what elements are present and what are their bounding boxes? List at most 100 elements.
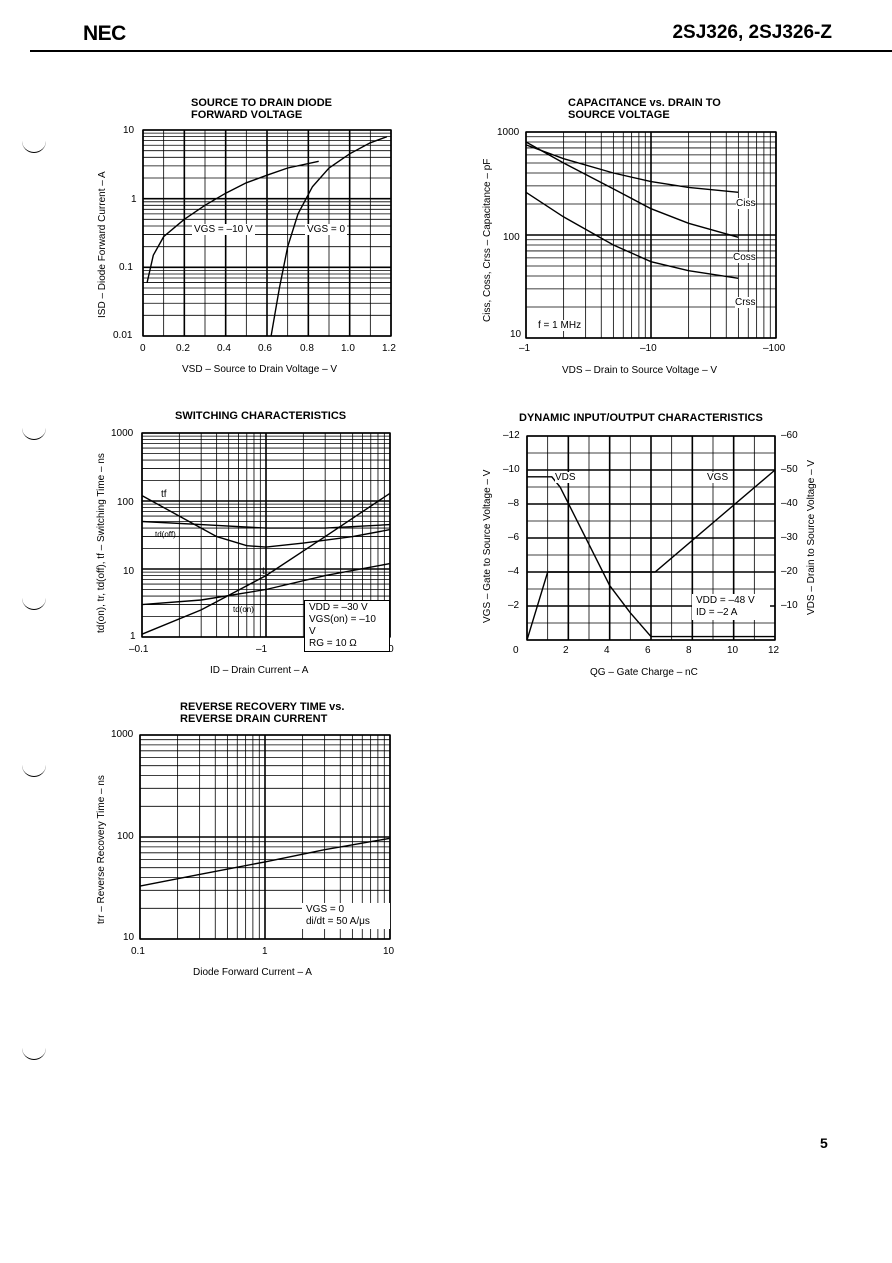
series-label: VDS [555,472,576,483]
chart-title: DYNAMIC INPUT/OUTPUT CHARACTERISTICS [519,412,763,424]
y-tick-label: 0.1 [119,262,133,273]
series-label: Coss [733,252,756,263]
y2-tick-label: –50 [781,464,798,475]
y-tick-label: 10 [123,932,135,943]
x-tick-label: 12 [768,645,780,656]
y-axis-label: td(on), tr, td(off), tf – Switching Time… [96,453,107,633]
y-tick-label: 10 [510,329,522,340]
punch-mark [22,1045,46,1060]
x-tick-label: 0.8 [300,343,314,354]
test-conditions-box: VDD = –30 V VGS(on) = –10 V RG = 10 Ω [304,600,390,652]
switching-chart [141,432,391,638]
x-tick-label: 0.6 [258,343,272,354]
x-tick-label: 1.0 [341,343,355,354]
y-tick-label: –12 [503,430,520,441]
x-tick-label: 6 [645,645,651,656]
y-tick-label: 0.01 [113,330,133,341]
series-line-tr [141,492,391,635]
y2-tick-label: –30 [781,532,798,543]
series-label: Ciss [736,198,756,209]
series-line-tf [141,494,391,548]
y-tick-label: 1 [131,194,137,205]
chart-title: REVERSE RECOVERY TIME vs. [180,701,345,713]
x-tick-label: 0 [513,645,519,656]
plot-frame [139,734,391,940]
x-tick-label: –1 [256,644,268,655]
x-tick-label: –100 [763,343,786,354]
chart-subtitle: FORWARD VOLTAGE [191,109,303,121]
series-label: td(off) [155,530,176,539]
page-number: 5 [820,1135,828,1151]
series-line-coss [525,141,739,238]
x-tick-label: 0.4 [217,343,231,354]
punch-mark [22,595,46,610]
y2-tick-label: –10 [781,600,798,611]
x-tick-label: 0.1 [131,946,145,957]
y-tick-label: 10 [123,125,135,136]
condition-vdd: VDD = –48 V [696,595,755,606]
condition-id: ID = –2 A [696,607,738,618]
x-tick-label: –0.1 [129,644,149,655]
series-line-ciss [525,144,739,193]
chart-subtitle: SOURCE VOLTAGE [568,109,670,121]
x-axis-label: Diode Forward Current – A [193,967,312,978]
y2-axis-label: VDS – Drain to Source Voltage – V [806,459,817,615]
x-axis-label: VSD – Source to Drain Voltage – V [182,364,338,375]
plot-frame [142,129,392,337]
x-axis-label: QG – Gate Charge – nC [590,667,698,678]
brand-logo: NEC [83,22,126,45]
series-label: VGS = 0 [305,224,348,235]
y-tick-label: 100 [117,497,134,508]
y-tick-label: –4 [508,566,520,577]
series-label: Crss [735,297,756,308]
x-tick-label: 1 [262,946,268,957]
y-axis-label: trr – Reverse Recovery Time – ns [96,775,107,924]
plot-frame [526,435,776,641]
x-tick-label: 8 [686,645,692,656]
y-tick-label: –6 [508,532,520,543]
source-drain-diode-chart [142,129,392,337]
y-axis-label: ISD – Diode Forward Current – A [97,171,108,318]
series-line-vgs [526,469,776,641]
x-axis-label: VDS – Drain to Source Voltage – V [562,365,718,376]
condition-vdd: VDD = –30 V [309,602,368,613]
test-conditions-box: VDD = –48 V ID = –2 A [692,594,770,620]
series-label: VGS [707,472,729,483]
series-label: VGS = –10 V [192,224,255,235]
series-line-td-off- [141,520,391,529]
plot-frame [141,432,391,638]
y-tick-label: –10 [503,464,520,475]
x-tick-label: 4 [604,645,610,656]
y-axis-label: Ciss, Coss, Crss – Capacitance – pF [482,158,493,322]
condition-rg: RG = 10 Ω [309,638,357,649]
y-tick-label: –8 [508,498,520,509]
y2-tick-label: –60 [781,430,798,441]
x-tick-label: 10 [727,645,739,656]
series-line-trr [139,837,391,887]
series-line-td-on- [141,562,391,606]
condition-didt: di/dt = 50 A/μs [306,916,370,927]
x-axis-label: ID – Drain Current – A [210,665,309,676]
condition-vgs: VGS = 0 [306,904,345,915]
y-tick-label: 10 [123,566,135,577]
series-line-vds [527,476,775,638]
x-tick-label: 1.2 [382,343,396,354]
y-tick-label: –2 [508,600,520,611]
header-rule [30,50,892,52]
y-tick-label: 1000 [497,127,520,138]
series-line-vgs-10-v [146,160,319,283]
series-label: tf [161,489,167,500]
x-tick-label: –1 [519,343,531,354]
y2-tick-label: –40 [781,498,798,509]
chart-subtitle: REVERSE DRAIN CURRENT [180,713,328,725]
y2-tick-label: –20 [781,566,798,577]
plot-frame [525,131,777,339]
punch-mark [22,138,46,153]
x-tick-label: 0.2 [176,343,190,354]
y-tick-label: 100 [503,232,520,243]
series-line-crss [525,191,739,279]
y-tick-label: 1000 [111,428,134,439]
capacitance-chart [525,131,777,339]
x-tick-label: –10 [640,343,657,354]
x-tick-label: 0 [140,343,146,354]
